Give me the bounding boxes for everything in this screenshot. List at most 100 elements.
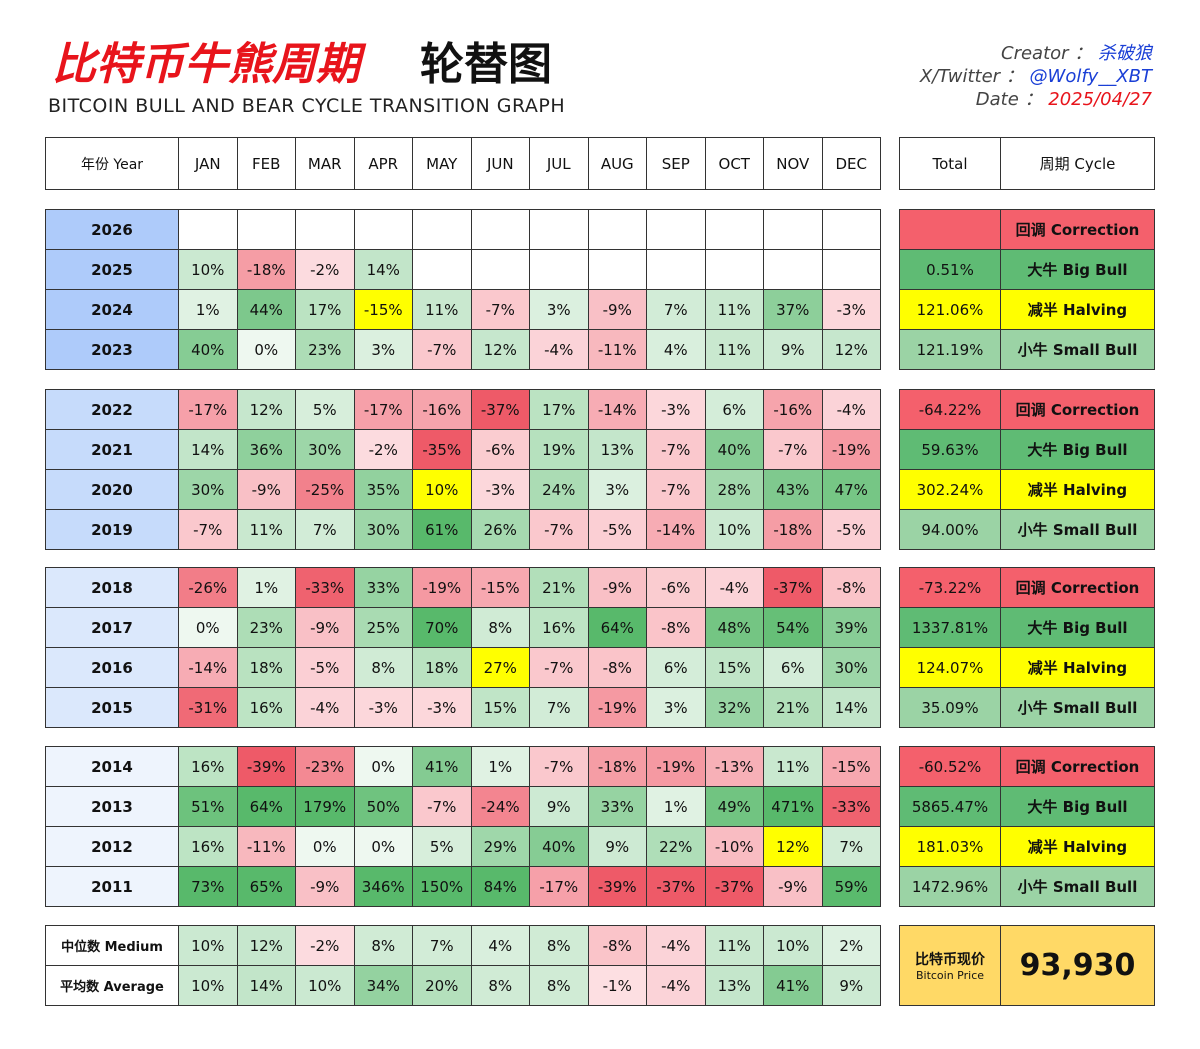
median-cell: -8% <box>587 925 647 966</box>
month-header: SEP <box>646 137 706 190</box>
month-cell: -7% <box>412 329 472 370</box>
month-cell <box>821 209 881 250</box>
month-cell: 41% <box>412 746 472 787</box>
month-cell: 12% <box>236 389 296 430</box>
month-cell: -8% <box>646 607 706 648</box>
month-cell: -37% <box>646 866 706 907</box>
month-cell: 3% <box>353 329 413 370</box>
total-header: Total <box>899 137 1001 190</box>
month-cell: 16% <box>529 607 589 648</box>
month-cell: -7% <box>470 289 530 330</box>
month-cell: 9% <box>763 329 823 370</box>
month-cell: -2% <box>353 429 413 470</box>
month-cell: 7% <box>529 687 589 728</box>
month-cell: -17% <box>529 866 589 907</box>
year-cell: 2013 <box>45 786 179 827</box>
month-cell: -7% <box>646 429 706 470</box>
month-cell: -31% <box>178 687 238 728</box>
month-cell: 10% <box>412 469 472 510</box>
month-cell: 39% <box>821 607 881 648</box>
total-cell: 302.24% <box>899 469 1001 510</box>
month-cell: 37% <box>763 289 823 330</box>
creator: 杀破狼 <box>1098 43 1152 64</box>
month-cell: 18% <box>236 647 296 688</box>
month-cell: 30% <box>353 509 413 550</box>
median-cell: 2% <box>821 925 881 966</box>
month-cell: -9% <box>295 866 355 907</box>
month-cell: 84% <box>470 866 530 907</box>
year-cell: 2012 <box>45 826 179 867</box>
total-cell: 59.63% <box>899 429 1001 470</box>
year-cell: 2014 <box>45 746 179 787</box>
year-cell: 2023 <box>45 329 179 370</box>
total-cell: 0.51% <box>899 249 1001 290</box>
month-cell: -9% <box>587 289 647 330</box>
month-cell: 10% <box>704 509 764 550</box>
total-cell: 181.03% <box>899 826 1001 867</box>
total-cell: 121.19% <box>899 329 1001 370</box>
month-cell <box>353 209 413 250</box>
cycle-cell: 大牛 Big Bull <box>1000 607 1155 648</box>
month-cell: 29% <box>470 826 530 867</box>
month-cell: 23% <box>236 607 296 648</box>
month-cell <box>529 209 589 250</box>
month-cell: 14% <box>178 429 238 470</box>
month-cell: -9% <box>763 866 823 907</box>
month-cell: 3% <box>529 289 589 330</box>
year-cell: 2026 <box>45 209 179 250</box>
month-cell: -9% <box>236 469 296 510</box>
month-cell: -25% <box>295 469 355 510</box>
month-cell: 73% <box>178 866 238 907</box>
month-cell <box>646 209 706 250</box>
month-cell <box>412 249 472 290</box>
month-cell: 33% <box>587 786 647 827</box>
month-cell <box>763 209 823 250</box>
cycle-cell: 回调 Correction <box>1000 567 1155 608</box>
month-cell: 27% <box>470 647 530 688</box>
month-cell: 16% <box>236 687 296 728</box>
month-cell: 40% <box>178 329 238 370</box>
median-cell: -4% <box>646 925 706 966</box>
average-cell: 13% <box>704 965 764 1006</box>
average-cell: 34% <box>353 965 413 1006</box>
month-cell: 48% <box>704 607 764 648</box>
month-cell: 11% <box>704 289 764 330</box>
month-cell: -8% <box>587 647 647 688</box>
date: 2025/04/27 <box>1048 89 1152 110</box>
month-cell: -3% <box>412 687 472 728</box>
cycle-cell: 减半 Halving <box>1000 826 1155 867</box>
month-cell: -24% <box>470 786 530 827</box>
month-cell: 65% <box>236 866 296 907</box>
month-cell: -18% <box>763 509 823 550</box>
month-cell <box>470 249 530 290</box>
price-label-cn: 比特币现价 <box>915 952 985 968</box>
month-cell: -14% <box>587 389 647 430</box>
month-cell: 28% <box>704 469 764 510</box>
median-cell: 10% <box>178 925 238 966</box>
median-cell: -2% <box>295 925 355 966</box>
month-cell: -18% <box>587 746 647 787</box>
cycle-cell: 小牛 Small Bull <box>1000 687 1155 728</box>
cycle-cell: 小牛 Small Bull <box>1000 329 1155 370</box>
month-cell: -3% <box>821 289 881 330</box>
month-cell: -15% <box>470 567 530 608</box>
month-cell: 11% <box>236 509 296 550</box>
month-cell: -39% <box>236 746 296 787</box>
median-cell: 10% <box>763 925 823 966</box>
month-cell: 36% <box>236 429 296 470</box>
month-cell: -7% <box>763 429 823 470</box>
month-cell: 35% <box>353 469 413 510</box>
month-header: JAN <box>178 137 238 190</box>
month-cell: 49% <box>704 786 764 827</box>
month-header: FEB <box>236 137 296 190</box>
month-cell: -14% <box>646 509 706 550</box>
month-cell: 70% <box>412 607 472 648</box>
month-cell: 15% <box>704 647 764 688</box>
month-cell: 30% <box>821 647 881 688</box>
month-cell: -18% <box>236 249 296 290</box>
month-cell: -8% <box>821 567 881 608</box>
year-header: 年份 Year <box>45 137 179 190</box>
total-cell: 124.07% <box>899 647 1001 688</box>
month-cell <box>178 209 238 250</box>
month-cell: 14% <box>353 249 413 290</box>
